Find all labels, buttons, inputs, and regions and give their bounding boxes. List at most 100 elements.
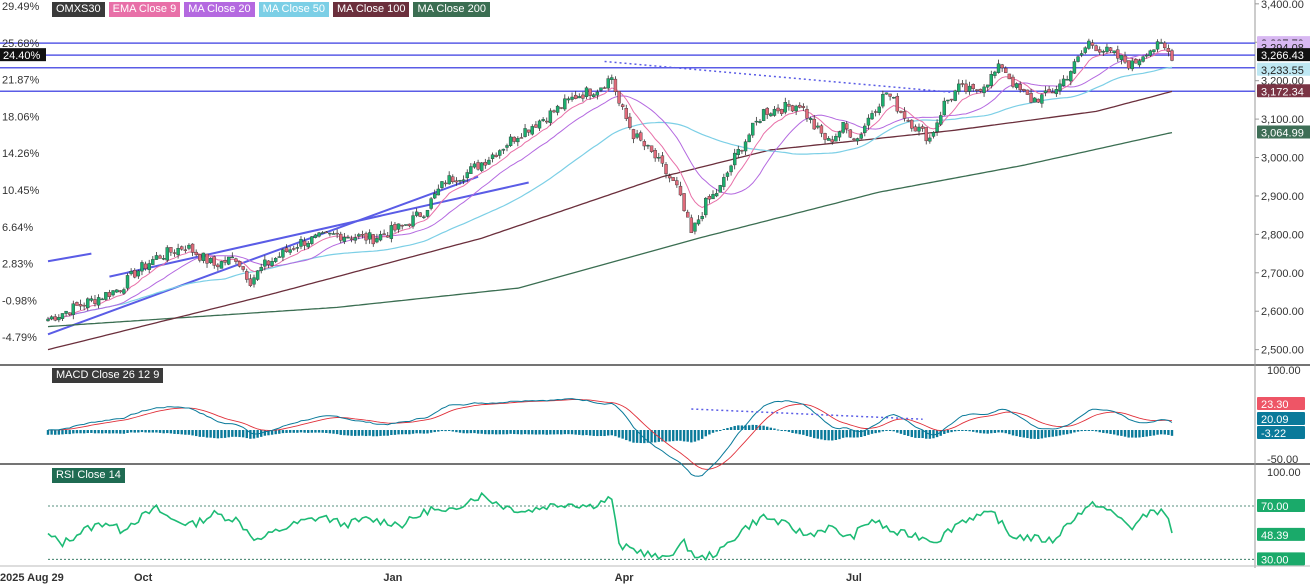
value-tag-label: 48.39 bbox=[1261, 530, 1289, 542]
value-tag: 3,172.34 bbox=[1257, 84, 1310, 98]
macd-histogram-bar bbox=[675, 430, 679, 441]
main-legend: OMXS30 EMA Close 9 MA Close 20 MA Close 50 M… bbox=[52, 2, 490, 17]
candle-body bbox=[190, 243, 195, 253]
candle-body bbox=[111, 290, 115, 296]
macd-histogram-bar bbox=[939, 430, 942, 436]
percent-marker-bg bbox=[0, 48, 46, 62]
macd-histogram-bar bbox=[422, 430, 426, 434]
candle-body bbox=[447, 175, 451, 185]
candle-body bbox=[537, 120, 542, 129]
candle-body bbox=[1155, 41, 1160, 50]
candle-body bbox=[281, 249, 285, 258]
macd-histogram-bar bbox=[458, 430, 462, 433]
macd-histogram-bar bbox=[527, 430, 530, 435]
candle-body bbox=[487, 159, 491, 165]
candle-body bbox=[136, 270, 141, 277]
ma50-line bbox=[47, 66, 1173, 320]
macd-histogram-bar bbox=[1076, 430, 1080, 432]
candle-body bbox=[798, 104, 802, 108]
macd-histogram-bar bbox=[437, 430, 440, 432]
macd-histogram-bar bbox=[498, 430, 501, 435]
x-tick-label: Apr bbox=[615, 572, 635, 584]
candle-body bbox=[277, 256, 282, 258]
ma100-line bbox=[47, 90, 1173, 351]
macd-histogram-bar bbox=[346, 430, 350, 436]
candle-body bbox=[328, 232, 332, 235]
macd-histogram-bar bbox=[747, 425, 751, 430]
candle-body bbox=[667, 175, 672, 179]
macd-histogram-bar bbox=[194, 430, 198, 437]
macd-histogram-bar bbox=[982, 430, 986, 434]
macd-histogram-bar bbox=[914, 430, 917, 438]
macd-histogram-bar bbox=[715, 430, 718, 432]
macd-histogram-bar bbox=[664, 430, 668, 442]
macd-histogram-bar bbox=[538, 430, 541, 435]
macd-histogram-bar bbox=[447, 430, 451, 431]
macd-histogram-bar bbox=[332, 430, 335, 434]
macd-histogram-bar bbox=[632, 430, 635, 443]
candle-body bbox=[284, 247, 289, 253]
candle-body bbox=[855, 138, 860, 142]
candle-body bbox=[610, 77, 614, 80]
candle-body bbox=[924, 127, 928, 142]
macd-histogram-bar bbox=[216, 430, 220, 439]
candle-body bbox=[230, 256, 235, 259]
macd-histogram-bar bbox=[57, 430, 61, 435]
candle-body bbox=[396, 223, 401, 230]
candle-body bbox=[837, 131, 842, 138]
candle-body bbox=[107, 292, 112, 297]
macd-histogram-bar bbox=[379, 430, 382, 436]
candle-body bbox=[208, 258, 213, 264]
macd-histogram-bar bbox=[1019, 430, 1022, 437]
macd-line bbox=[47, 398, 1173, 477]
candle-body bbox=[602, 87, 607, 89]
percent-tick-label: -0.98% bbox=[2, 295, 37, 307]
candle-body bbox=[1116, 49, 1120, 59]
price-tick-label: 3,100.00 bbox=[1261, 114, 1304, 126]
candle-body bbox=[1159, 42, 1163, 44]
macd-histogram-bar bbox=[108, 430, 111, 434]
candle-body bbox=[252, 277, 256, 285]
candle-body bbox=[563, 98, 567, 110]
value-tag-label: 3,266.43 bbox=[1261, 50, 1304, 62]
candle-body bbox=[588, 88, 592, 96]
candle-body bbox=[664, 164, 668, 175]
macd-histogram-bar bbox=[408, 430, 411, 435]
value-tag-label: 3,233.55 bbox=[1261, 65, 1304, 77]
candle-body bbox=[635, 133, 639, 138]
macd-histogram-bar bbox=[953, 430, 957, 432]
candle-body bbox=[1148, 50, 1153, 56]
candle-body bbox=[1058, 83, 1062, 92]
candle-body bbox=[523, 128, 527, 137]
macd-histogram-bar bbox=[397, 430, 400, 435]
macd-histogram-bar bbox=[119, 430, 122, 434]
macd-histogram-bar bbox=[751, 424, 754, 430]
price-tick-label: 3,000.00 bbox=[1261, 153, 1304, 165]
candle-body bbox=[443, 182, 448, 185]
macd-histogram-bar bbox=[719, 430, 722, 431]
candle-body bbox=[660, 155, 665, 164]
legend-item-0: OMXS30 bbox=[52, 2, 105, 17]
candle-body bbox=[902, 111, 907, 119]
macd-histogram-bar bbox=[86, 430, 89, 434]
percent-tick-label: 14.26% bbox=[2, 148, 40, 160]
macd-histogram-bar bbox=[339, 430, 342, 435]
macd-histogram-bar bbox=[166, 430, 169, 434]
macd-histogram-bar bbox=[1065, 430, 1069, 435]
macd-histogram-bar bbox=[841, 430, 845, 438]
macd-histogram-bar bbox=[910, 430, 913, 438]
rsi-legend-item: RSI Close 14 bbox=[52, 468, 125, 483]
candle-body bbox=[310, 236, 314, 244]
macd-histogram-bar bbox=[690, 430, 693, 443]
macd-histogram-bar bbox=[444, 430, 447, 432]
macd-histogram-bar bbox=[578, 430, 581, 435]
candle-body bbox=[617, 91, 621, 104]
candle-body bbox=[1090, 42, 1095, 46]
candle-body bbox=[516, 138, 520, 143]
candle-body bbox=[620, 104, 625, 107]
macd-histogram-bar bbox=[144, 430, 147, 433]
macd-histogram-bar bbox=[881, 430, 885, 432]
macd-histogram-bar bbox=[155, 430, 158, 433]
macd-histogram-bar bbox=[321, 430, 324, 433]
macd-histogram-bar bbox=[1123, 430, 1127, 437]
